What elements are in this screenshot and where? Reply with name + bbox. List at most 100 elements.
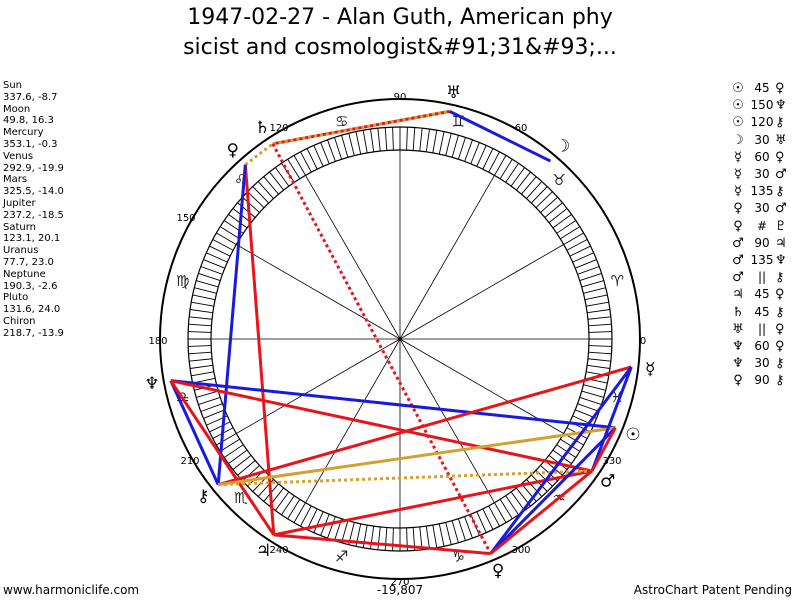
aspect-line — [273, 533, 491, 556]
aspect-planet-b: ♀ — [775, 287, 785, 303]
degree-label: 270 — [390, 577, 409, 588]
planet-coords-neptune: 190.3, -2.6 — [3, 280, 58, 292]
degree-tick — [242, 196, 260, 213]
degree-tick — [451, 135, 459, 158]
aspect-row: ☿ 60 ♀ — [727, 149, 791, 166]
degree-tick — [287, 499, 301, 520]
degree-tick — [190, 364, 213, 369]
aspect-planet-a: ☿ — [734, 149, 742, 165]
aspect-planet-b: ♀ — [775, 149, 785, 165]
degree-tick — [425, 129, 430, 152]
aspect-angle: 45 — [754, 287, 770, 302]
aspect-planet-b: ⚷ — [775, 356, 785, 372]
degree-tick — [419, 128, 423, 152]
degree-tick — [188, 345, 212, 347]
degree-tick — [191, 371, 214, 377]
degree-tick — [188, 323, 212, 327]
planet-positions-list: Sun 337.6, -8.7 Moon 49.8, 16.3 Mercury … — [3, 80, 64, 340]
degree-tick — [569, 245, 591, 257]
jupiter-icon: ♃ — [256, 541, 271, 561]
degree-tick — [377, 526, 381, 550]
degree-tick — [583, 287, 606, 294]
degree-tick — [584, 294, 608, 301]
degree-tick — [575, 259, 597, 269]
cancer-icon: ♋ — [335, 113, 348, 131]
aspect-angle: 30 — [754, 132, 770, 147]
aspect-angle: # — [756, 218, 768, 233]
aspect-row: ☿ 30 ♂ — [727, 166, 791, 183]
degree-tick — [334, 137, 343, 160]
aspect-line — [170, 379, 593, 473]
aspect-planet-a: ♂ — [732, 235, 744, 251]
chart-title-line-2: sicist and cosmologist&#91;31&#93;... — [183, 35, 617, 60]
degree-tick — [384, 527, 388, 551]
degree-tick — [530, 186, 548, 204]
degree-label: 240 — [269, 545, 288, 556]
degree-tick — [494, 502, 507, 523]
degree-tick — [313, 145, 324, 167]
aspect-angle: 135 — [750, 253, 774, 268]
degree-tick — [464, 139, 473, 162]
degree-tick — [583, 384, 606, 391]
degree-tick — [188, 331, 212, 333]
aspect-planet-a: ♆ — [732, 339, 744, 355]
house-spoke — [399, 338, 564, 434]
aspect-line — [216, 164, 247, 485]
degree-tick — [476, 511, 487, 533]
planet-name-jupiter: Jupiter — [3, 197, 36, 209]
aspect-planet-b: ♀ — [775, 81, 785, 96]
aspect-planet-b: ⚷ — [775, 115, 785, 131]
aspect-line — [169, 380, 220, 486]
planet-coords-venus: 292.9, -19.9 — [3, 162, 64, 174]
uranus-icon: ♅ — [446, 83, 461, 103]
planet-name-sun: Sun — [3, 80, 23, 91]
saturn-icon: ♄ — [255, 118, 270, 138]
degree-tick — [198, 396, 221, 405]
aspect-angle: 150 — [750, 98, 774, 113]
aspect-line — [218, 469, 593, 487]
degree-tick — [203, 409, 225, 419]
aspect-planet-a: ☉ — [732, 81, 744, 96]
aspect-planet-a: ♀ — [733, 201, 743, 217]
planet-name-neptune: Neptune — [3, 268, 46, 280]
footer-website: www.harmoniclife.com — [3, 583, 140, 597]
aspect-row: ♅ || ♀ — [727, 321, 791, 338]
degree-tick — [476, 145, 487, 167]
degree-tick — [384, 127, 388, 151]
aspect-line — [448, 110, 552, 163]
degree-tick — [425, 526, 430, 549]
degree-tick — [581, 280, 604, 288]
degree-tick — [237, 460, 256, 476]
aspect-line — [243, 164, 276, 535]
aspect-line — [217, 365, 632, 487]
degree-tick — [370, 129, 375, 152]
degree-tick — [228, 214, 248, 229]
taurus-icon: ♉ — [552, 171, 565, 189]
degree-tick — [355, 131, 362, 155]
chiron-icon: ⚷ — [197, 487, 209, 507]
moon-icon: ☽ — [555, 137, 570, 157]
degree-tick — [510, 167, 525, 187]
degree-tick — [247, 191, 265, 209]
planet-coords-saturn: 123.1, 20.1 — [3, 233, 61, 245]
degree-tick — [530, 474, 548, 492]
venus-icon: ♀ — [492, 561, 504, 581]
degree-tick — [392, 527, 394, 551]
degree-tick — [406, 127, 408, 151]
degree-tick — [482, 508, 494, 530]
degree-label: 60 — [515, 123, 528, 134]
aspect-row: ♆ 60 ♀ — [727, 338, 791, 355]
degree-tick — [588, 331, 612, 333]
aspect-row: ♄ 45 ⚷ — [727, 304, 791, 321]
degree-tick — [566, 239, 588, 251]
degree-tick — [572, 252, 594, 263]
aspect-row: ♂ || ⚷ — [727, 269, 791, 286]
degree-tick — [556, 220, 577, 234]
aspect-line — [244, 142, 274, 166]
degree-tick — [190, 309, 213, 314]
degree-tick — [293, 502, 306, 523]
degree-tick — [457, 518, 466, 541]
aspect-planet-b: ♆ — [775, 98, 787, 114]
aspect-row: ♆ 30 ⚷ — [727, 355, 791, 372]
degree-tick — [535, 191, 553, 209]
